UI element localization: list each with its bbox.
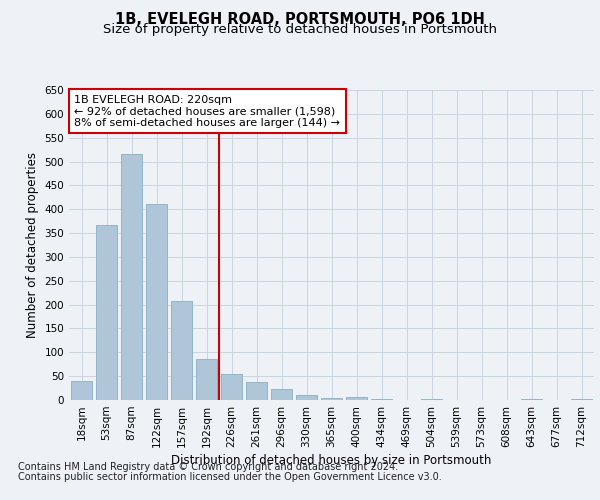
Bar [121, 154, 142, 400]
Bar [346, 396, 367, 400]
X-axis label: Distribution of detached houses by size in Portsmouth: Distribution of detached houses by size … [172, 454, 491, 467]
Text: 1B EVELEGH ROAD: 220sqm
← 92% of detached houses are smaller (1,598)
8% of semi-: 1B EVELEGH ROAD: 220sqm ← 92% of detache… [74, 94, 340, 128]
Bar [196, 360, 217, 400]
Bar [246, 382, 267, 400]
Bar [421, 398, 442, 400]
Y-axis label: Number of detached properties: Number of detached properties [26, 152, 39, 338]
Bar [171, 302, 192, 400]
Bar [146, 204, 167, 400]
Text: Contains HM Land Registry data © Crown copyright and database right 2024.: Contains HM Land Registry data © Crown c… [18, 462, 398, 472]
Text: Contains public sector information licensed under the Open Government Licence v3: Contains public sector information licen… [18, 472, 442, 482]
Bar [71, 381, 92, 400]
Bar [521, 398, 542, 400]
Bar [571, 398, 592, 400]
Bar [296, 395, 317, 400]
Bar [96, 225, 117, 400]
Bar [221, 374, 242, 400]
Bar [371, 399, 392, 400]
Bar [321, 398, 342, 400]
Bar [271, 388, 292, 400]
Text: 1B, EVELEGH ROAD, PORTSMOUTH, PO6 1DH: 1B, EVELEGH ROAD, PORTSMOUTH, PO6 1DH [115, 12, 485, 28]
Text: Size of property relative to detached houses in Portsmouth: Size of property relative to detached ho… [103, 22, 497, 36]
